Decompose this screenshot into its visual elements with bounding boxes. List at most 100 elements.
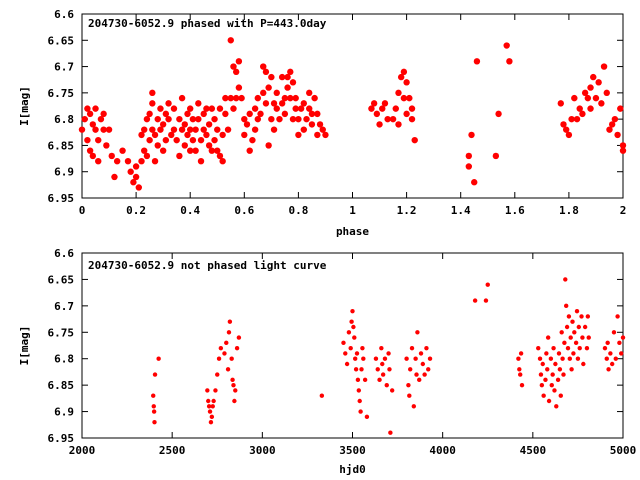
data-point: [384, 382, 389, 388]
data-point: [241, 115, 248, 123]
data-point: [380, 361, 385, 367]
data-point: [408, 115, 416, 123]
data-point: [418, 351, 424, 356]
x-tick-label: 3500: [339, 444, 366, 457]
data-point: [605, 340, 610, 346]
data-point: [600, 63, 608, 70]
data-point: [424, 345, 429, 351]
phased-y-ticks: 6.6 6.65 6.7 6.75 6.8 6.85 6.9 6.95: [48, 8, 623, 205]
data-point: [538, 372, 544, 377]
data-point: [407, 393, 412, 398]
data-point: [614, 131, 621, 139]
y-tick-label: 6.65: [48, 34, 75, 47]
data-point: [300, 126, 308, 133]
data-point: [517, 367, 522, 372]
data-point: [518, 372, 523, 377]
data-point: [157, 126, 164, 133]
data-point: [200, 110, 207, 118]
data-point: [265, 84, 272, 91]
data-point: [613, 356, 618, 361]
data-point: [582, 324, 588, 330]
data-point: [608, 351, 613, 356]
x-tick-label: 2: [620, 204, 627, 217]
data-point: [620, 335, 626, 340]
data-point: [506, 58, 513, 65]
data-point: [615, 314, 620, 319]
data-point: [579, 314, 584, 319]
x-tick-label: 0.6: [234, 204, 254, 217]
data-point: [232, 398, 237, 404]
data-point: [287, 94, 294, 102]
data-point: [262, 68, 270, 76]
data-point: [281, 94, 289, 102]
data-point: [151, 131, 159, 139]
data-point: [375, 367, 380, 372]
data-point: [575, 356, 581, 361]
data-point: [297, 105, 305, 112]
data-point: [251, 126, 259, 133]
data-point: [205, 142, 213, 149]
phased-data-points: [78, 37, 627, 191]
data-point: [400, 94, 408, 102]
data-point: [157, 105, 164, 112]
data-point: [143, 152, 151, 160]
data-point: [270, 126, 278, 133]
data-point: [113, 158, 121, 165]
data-point: [281, 110, 289, 118]
data-point: [516, 356, 521, 361]
data-point: [143, 115, 151, 123]
data-point: [230, 63, 237, 70]
data-point: [265, 142, 272, 149]
data-point: [562, 340, 567, 346]
data-point: [420, 361, 426, 367]
data-point: [581, 361, 586, 367]
data-point: [95, 158, 102, 165]
data-point: [78, 126, 86, 133]
data-point: [254, 94, 262, 102]
phased-x-ticks: 0 0.2 0.4 0.6 0.8 1 1.2 1.4 1.6 1.8 2: [79, 14, 627, 217]
unphased-x-axis-label: hjd0: [339, 463, 366, 476]
data-point: [548, 356, 554, 361]
data-point: [409, 345, 415, 351]
x-tick-label: 4500: [520, 444, 547, 457]
data-point: [227, 319, 233, 324]
x-tick-label: 0: [79, 204, 86, 217]
data-point: [138, 131, 145, 139]
data-point: [211, 136, 218, 144]
x-tick-label: 1.6: [505, 204, 525, 217]
data-point: [224, 126, 232, 133]
data-point: [181, 142, 188, 149]
data-point: [208, 419, 214, 425]
data-point: [181, 121, 188, 128]
data-point: [426, 367, 431, 372]
data-point: [159, 147, 167, 154]
data-point: [408, 367, 413, 372]
data-point: [585, 314, 591, 319]
data-point: [573, 340, 579, 346]
data-point: [92, 105, 99, 112]
data-point: [232, 94, 240, 102]
data-point: [208, 105, 216, 112]
data-point: [559, 330, 564, 335]
data-point: [360, 345, 365, 351]
data-point: [227, 94, 234, 102]
data-point: [189, 115, 197, 123]
data-point: [414, 372, 419, 377]
data-point: [95, 136, 102, 144]
x-tick-label: 5000: [610, 444, 637, 457]
data-point: [353, 367, 359, 372]
data-point: [468, 131, 475, 139]
data-point: [235, 84, 243, 91]
data-point: [170, 126, 178, 133]
y-tick-label: 6.7: [54, 61, 74, 74]
y-tick-label: 6.6: [54, 247, 74, 260]
data-point: [184, 110, 191, 118]
data-point: [219, 131, 226, 139]
data-point: [146, 110, 153, 118]
y-tick-label: 6.8: [54, 353, 74, 366]
data-point: [408, 105, 416, 112]
data-point: [215, 372, 220, 377]
data-point: [568, 115, 575, 123]
data-point: [162, 110, 170, 118]
